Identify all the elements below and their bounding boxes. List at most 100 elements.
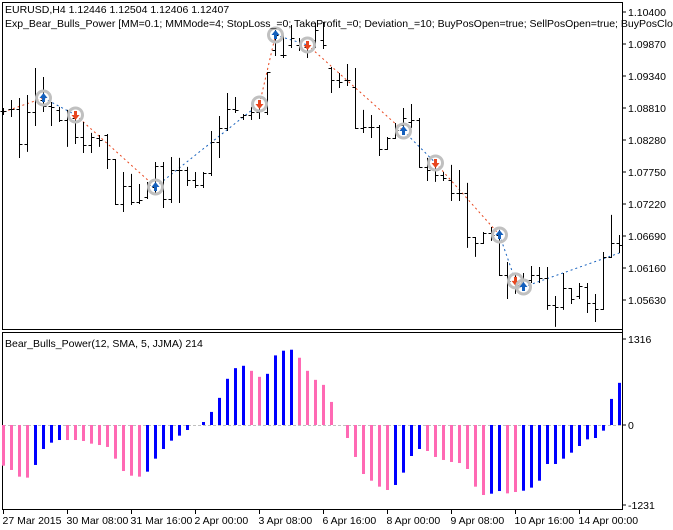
histogram-bar	[426, 425, 429, 451]
histogram-bar	[258, 376, 261, 425]
time-tick-label: 3 Apr 08:00	[259, 515, 313, 527]
time-tick-label: 8 Apr 00:00	[387, 515, 441, 527]
buy-arrow-icon	[399, 125, 408, 135]
histogram-bar	[122, 425, 125, 472]
histogram-bar	[82, 425, 85, 441]
ohlc-bar	[352, 67, 359, 129]
ohlc-bar	[240, 113, 247, 120]
sell-arrow-icon	[511, 276, 520, 286]
ohlc-bar	[168, 156, 175, 203]
histogram-bar	[410, 425, 413, 456]
time-tick-label: 10 Apr 16:00	[515, 515, 575, 527]
ohlc-bar	[216, 115, 223, 158]
price-tick-label: 1.07750	[628, 167, 666, 179]
trade-line-segment	[259, 34, 276, 105]
histogram-bar	[346, 425, 349, 438]
price-tick-label: 1.08810	[628, 103, 666, 115]
ohlc-bar	[264, 71, 271, 115]
histogram-bar	[442, 425, 445, 460]
histogram-bar	[186, 425, 189, 431]
histogram-bar	[378, 425, 381, 487]
buy-signal-ring	[515, 278, 532, 296]
histogram-bar	[458, 425, 461, 464]
histogram-bar	[530, 425, 533, 488]
price-tick-label: 1.09340	[628, 71, 666, 83]
histogram	[2, 349, 621, 495]
buy-signal-ring	[491, 226, 508, 244]
buy-arrow-icon	[495, 229, 504, 239]
ohlc-bar	[8, 99, 15, 117]
histogram-bar	[434, 425, 437, 457]
time-tick-label: 2 Apr 00:00	[195, 515, 249, 527]
time-axis: 27 Mar 2015 30 Mar 08:00 31 Mar 16:00 2 Apr…	[3, 510, 638, 527]
histogram-bar	[514, 425, 517, 493]
ohlc-bar	[96, 134, 103, 147]
expert-info: Exp_Bear_Bulls_Power [MM=0.1; MMMode=4; …	[5, 18, 673, 30]
histogram-bar	[482, 425, 485, 495]
ohlc-bar	[408, 103, 415, 128]
buy-arrow-icon	[151, 181, 160, 191]
ohlc-bar	[24, 94, 31, 152]
histogram-bar	[114, 425, 117, 459]
histogram-bar	[74, 425, 77, 441]
histogram-bar	[34, 425, 37, 465]
histogram-bar	[386, 425, 389, 490]
histogram-bar	[362, 425, 365, 475]
histogram-bar	[330, 401, 333, 425]
ohlc-bar	[336, 72, 343, 88]
ohlc-bar	[192, 171, 199, 188]
histogram-bar	[42, 425, 45, 449]
ohlc-bar	[112, 158, 119, 205]
histogram-bar	[306, 370, 309, 425]
ohlc-bar	[128, 173, 135, 205]
ohlc-bar	[120, 171, 127, 212]
histogram-bar	[162, 425, 165, 449]
symbol-info: EURUSD,H4 1.12446 1.12504 1.12406 1.1240…	[5, 4, 230, 16]
histogram-bar	[602, 425, 605, 431]
ohlc-bar	[536, 266, 543, 283]
histogram-bar	[130, 425, 133, 476]
sell-arrow-icon	[303, 40, 312, 50]
buy-signal-ring	[395, 122, 412, 140]
ohlc-bar	[80, 121, 87, 153]
histogram-bar	[2, 425, 5, 466]
histogram-bar	[570, 425, 573, 453]
histogram-bar	[10, 425, 13, 470]
sell-arrow-icon	[255, 99, 264, 109]
ohlc-bar	[224, 92, 231, 131]
ohlc-bar	[584, 282, 591, 314]
histogram-bar	[98, 425, 101, 446]
histogram-bar	[594, 425, 597, 438]
ohlc-bar	[344, 63, 351, 86]
histogram-bar	[466, 425, 469, 469]
histogram-bar	[562, 425, 565, 459]
ohlc-bar	[320, 21, 327, 49]
ohlc-bar	[592, 293, 599, 322]
buy-arrow-icon	[519, 282, 528, 292]
ohlc-bar	[88, 132, 95, 153]
buy-arrow-icon	[271, 30, 280, 40]
trade-line-segment	[307, 44, 404, 132]
histogram-bar	[274, 355, 277, 425]
histogram-bar	[314, 379, 317, 425]
histogram-bar	[282, 350, 285, 425]
ohlc-bar	[440, 171, 447, 181]
histogram-bar	[218, 397, 221, 425]
histogram-bar	[394, 425, 397, 485]
ohlc-bar	[552, 295, 559, 327]
signal-markers	[35, 26, 532, 296]
time-tick-label: 27 Mar 2015	[3, 515, 62, 527]
time-tick-label: 6 Apr 16:00	[323, 515, 377, 527]
indicator-tick-label: 1316	[628, 334, 652, 346]
sell-arrow-icon	[431, 158, 440, 168]
histogram-bar	[226, 378, 229, 425]
histogram-bar	[178, 425, 181, 436]
ohlc-bar	[48, 101, 55, 126]
ohlc-bar	[184, 166, 191, 186]
histogram-bar	[490, 425, 493, 494]
histogram-bar	[538, 425, 541, 481]
ohlc-bar	[176, 157, 183, 203]
histogram-bar	[450, 425, 453, 462]
histogram-bar	[210, 411, 213, 425]
